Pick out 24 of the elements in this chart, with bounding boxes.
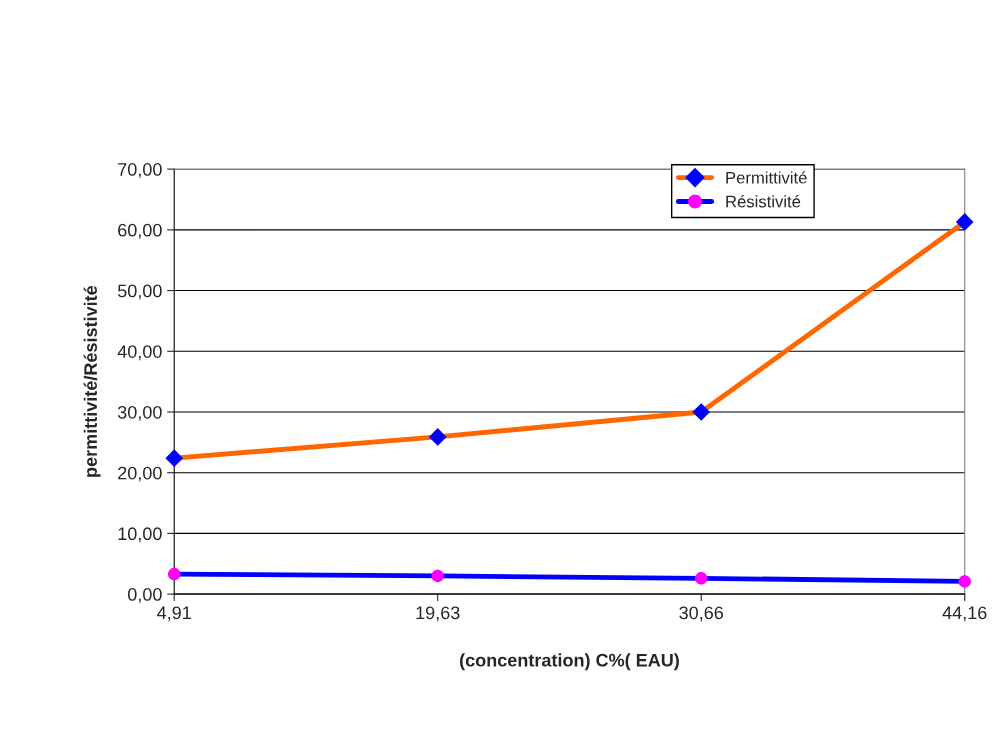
point (167, 567, 181, 581)
y-tick-label: 40,00 (117, 345, 162, 361)
y-tick-label: 30,00 (117, 405, 162, 421)
x-tick-label: 4,91 (157, 606, 191, 622)
point (955, 213, 974, 231)
point (428, 428, 447, 446)
y-tick-label: 50,00 (117, 284, 162, 300)
y-tick-label: 20,00 (118, 466, 162, 482)
y-tick-label: 10,00 (118, 527, 162, 543)
point (958, 575, 971, 588)
x-axis-title: (concentration) C%( EAU) (460, 653, 679, 671)
x-tick-label: 44,16 (942, 606, 987, 622)
point (692, 403, 711, 421)
x-tick-label: 30,66 (679, 606, 724, 622)
point (431, 569, 444, 583)
x-tick-label: 19,63 (416, 606, 460, 622)
point (165, 449, 184, 467)
y-axis-title: permittivité/Résistivité (83, 285, 101, 477)
point (694, 572, 708, 585)
y-tick-label: 0,00 (127, 588, 162, 603)
legend-label: Permittivité (726, 171, 807, 184)
y-tick-label: 60,00 (118, 223, 162, 239)
y-tick-label: 70,00 (118, 163, 162, 178)
legend-label: Résistivité (726, 195, 801, 208)
